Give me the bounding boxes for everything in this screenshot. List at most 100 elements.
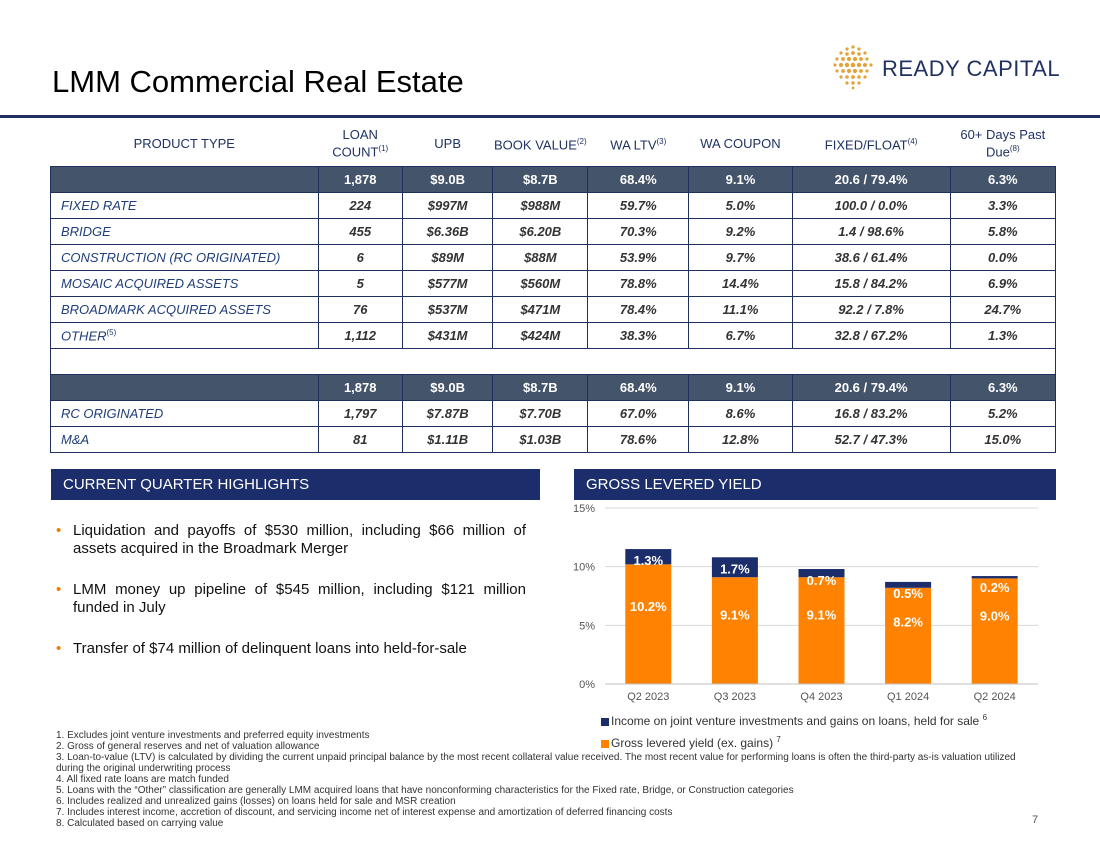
legend-item-gross-yield: Gross levered yield (ex. gains) 7 <box>601 735 781 750</box>
table-cell: 9.1% <box>688 374 793 401</box>
legend-sup: 6 <box>982 713 988 722</box>
table-cell: $1.03B <box>492 426 589 453</box>
table-cell: 20.6 / 79.4% <box>791 374 951 401</box>
column-header-footnote: (2) <box>576 137 587 147</box>
column-header: FIXED/FLOAT(4) <box>792 122 950 167</box>
table-cell: $537M <box>401 296 494 323</box>
x-tick-label: Q4 2023 <box>800 691 842 703</box>
table-cell: $9.0B <box>401 374 494 401</box>
table-cell: 100.0 / 0.0% <box>791 192 951 219</box>
table-cell: $560M <box>492 270 589 297</box>
bar-segment <box>971 576 1018 579</box>
column-header: WA COUPON <box>689 122 792 167</box>
data-label: 0.5% <box>893 586 923 601</box>
table-cell: 92.2 / 7.8% <box>791 296 951 323</box>
table-row: RC ORIGINATED 1,797 $7.87B $7.70B 67.0% 8.6% 1… <box>50 400 1057 427</box>
table-cell: $9.0B <box>401 166 494 193</box>
table-row: OTHER(5) 1,112 $431M $424M 38.3% 6.7% 32.8 / 6… <box>50 322 1057 349</box>
table-cell: 1,797 <box>317 400 403 427</box>
column-header-label: UPB <box>434 136 461 151</box>
table-cell: $471M <box>492 296 589 323</box>
table-cell: 68.4% <box>587 166 690 193</box>
highlights-heading: CURRENT QUARTER HIGHLIGHTS <box>51 469 540 500</box>
bullet-icon: • <box>56 581 62 598</box>
column-header: 60+ Days Past Due(8) <box>950 122 1055 167</box>
footnote: 7. Includes interest income, accretion o… <box>56 807 673 818</box>
table-cell: 70.3% <box>587 218 690 245</box>
product-type-label: BRIDGE <box>61 224 111 239</box>
table-cell: 6.9% <box>949 270 1057 297</box>
data-label: 9.1% <box>807 608 837 623</box>
column-header-label: PRODUCT TYPE <box>133 136 235 151</box>
column-header-label: WA COUPON <box>700 136 781 151</box>
y-tick-label: 0% <box>579 679 595 691</box>
table-cell: 20.6 / 79.4% <box>791 166 951 193</box>
table-row: FIXED RATE 224 $997M $988M 59.7% 5.0% 100.0 / … <box>50 192 1057 219</box>
footnote: 3. Loan-to-value (LTV) is calculated by … <box>56 752 1016 774</box>
table-header-row: PRODUCT TYPE LOAN COUNT(1) UPB BOOK VALUE(2… <box>51 122 1056 167</box>
table-cell: 9.1% <box>688 166 793 193</box>
gross-levered-yield-chart: 0% 5% 10% 15% 10.2% 1.3% Q2 2023 9.1% 1.7% Q3 202… <box>573 503 1038 703</box>
column-header-label: 60+ Days Past Due <box>960 127 1046 160</box>
column-header: BOOK VALUE(2) <box>493 122 588 167</box>
y-tick-label: 10% <box>573 562 595 574</box>
product-type-label: FIXED RATE <box>61 198 137 213</box>
table-cell: 24.7% <box>949 296 1057 323</box>
highlight-text: Transfer of $74 million of delinquent lo… <box>73 640 467 657</box>
table-cell: $431M <box>401 322 494 349</box>
footnote: 6. Includes realized and unrealized gain… <box>56 796 456 807</box>
table-total-row: 1,878 $9.0B $8.7B 68.4% 9.1% 20.6 / 79.4% 6.3% <box>50 374 1057 401</box>
table-cell: 12.8% <box>688 426 793 453</box>
legend-sup: 7 <box>776 735 781 744</box>
product-type-cell: CONSTRUCTION (RC ORIGINATED) <box>50 244 319 271</box>
yield-heading: GROSS LEVERED YIELD <box>574 469 1056 500</box>
product-type-cell: RC ORIGINATED <box>50 400 319 427</box>
product-type-label: M&A <box>61 432 90 447</box>
product-type-label: RC ORIGINATED <box>61 406 164 421</box>
table-cell: 52.7 / 47.3% <box>791 426 951 453</box>
table-cell: $577M <box>401 270 494 297</box>
data-label: 0.7% <box>807 573 837 588</box>
y-tick-label: 15% <box>573 503 595 515</box>
product-type-cell: FIXED RATE <box>50 192 319 219</box>
bar-segment <box>625 564 672 684</box>
footnote: 8. Calculated based on carrying value <box>56 818 224 829</box>
table-cell: 68.4% <box>587 374 690 401</box>
x-tick-label: Q1 2024 <box>887 691 929 703</box>
data-label: 9.1% <box>720 608 750 623</box>
product-type-label: MOSAIC ACQUIRED ASSETS <box>61 276 239 291</box>
table-spacer-row <box>50 348 1056 375</box>
table-cell: $7.87B <box>401 400 494 427</box>
table-cell: 76 <box>317 296 403 323</box>
table-cell: 6.3% <box>949 166 1057 193</box>
x-tick-label: Q3 2023 <box>714 691 756 703</box>
table-cell: 11.1% <box>688 296 793 323</box>
table-cell: 5.0% <box>688 192 793 219</box>
table-cell: 5.8% <box>949 218 1057 245</box>
column-header: WA LTV(3) <box>588 122 689 167</box>
highlight-bullet: • Transfer of $74 million of delinquent l… <box>56 640 526 658</box>
table-cell: $88M <box>492 244 589 271</box>
title-divider <box>0 115 1100 118</box>
column-header-footnote: (4) <box>907 137 918 147</box>
bar-segment <box>885 581 932 588</box>
highlights-list: • Liquidation and payoffs of $530 million… <box>56 522 526 681</box>
table-cell: 14.4% <box>688 270 793 297</box>
footnote: 5. Loans with the “Other” classification… <box>56 785 794 796</box>
column-header: UPB <box>402 122 493 167</box>
column-header-label: FIXED/FLOAT <box>824 137 908 153</box>
table-cell: 38.3% <box>587 322 690 349</box>
data-label: 10.2% <box>630 599 667 614</box>
legend-label: Gross levered yield (ex. gains) <box>611 736 774 750</box>
page-title: LMM Commercial Real Estate <box>52 64 464 99</box>
table-cell: $1.11B <box>401 426 494 453</box>
highlight-text: Liquidation and payoffs of $530 million,… <box>73 522 526 557</box>
logo-text: READY CAPITAL <box>882 56 1061 81</box>
product-type-cell: MOSAIC ACQUIRED ASSETS <box>50 270 319 297</box>
table-cell: 32.8 / 67.2% <box>791 322 951 349</box>
table-cell: 59.7% <box>587 192 690 219</box>
table-cell: $8.7B <box>492 374 589 401</box>
bullet-icon: • <box>56 522 62 539</box>
data-label: 1.3% <box>633 553 663 568</box>
product-type-cell: OTHER(5) <box>50 322 319 349</box>
